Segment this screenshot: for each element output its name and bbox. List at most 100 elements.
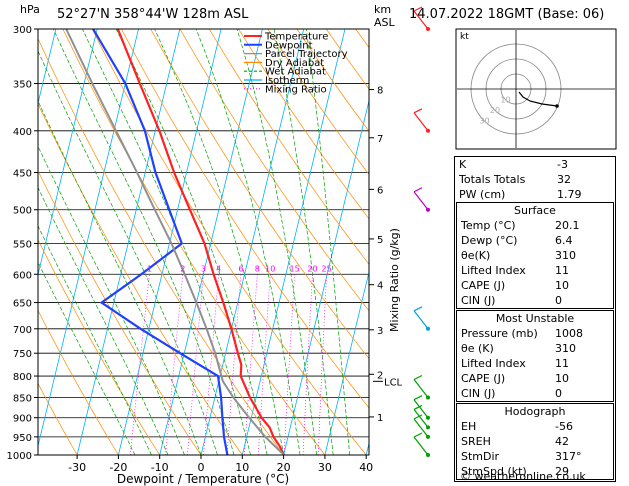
km-unit-label: km ASL bbox=[374, 3, 395, 29]
mu-row: Pressure (mb) 1008 bbox=[457, 326, 613, 341]
mu-value: 11 bbox=[555, 357, 569, 370]
wind-barb bbox=[413, 10, 429, 30]
wind-barb bbox=[413, 191, 429, 211]
legend-label: Mixing Ratio bbox=[265, 84, 327, 95]
dry-adiabat-line bbox=[267, 29, 369, 176]
pressure-tick-label: 700 bbox=[13, 325, 32, 336]
mixing-ratio-axis-title: Mixing Ratio (g/kg) bbox=[388, 228, 401, 332]
km-tick-label: 4 bbox=[377, 281, 383, 292]
isotherm-line bbox=[38, 29, 57, 105]
mixing-ratio-label: 3 bbox=[201, 264, 206, 273]
hodo-value: 29 bbox=[555, 465, 569, 478]
surface-row: Dewp (°C) 6.4 bbox=[457, 233, 613, 248]
index-row: K -3 bbox=[455, 157, 615, 172]
pressure-tick-label: 750 bbox=[13, 349, 32, 360]
series-line-dewpoint bbox=[92, 29, 229, 455]
mixing-ratio-line bbox=[317, 274, 327, 455]
hodograph-title: Hodograph bbox=[504, 405, 566, 418]
hodograph-ring-label: 30 bbox=[479, 117, 489, 126]
surface-value: 0 bbox=[555, 294, 562, 307]
surface-label: Lifted Index bbox=[461, 264, 526, 277]
dry-adiabat-line bbox=[179, 29, 369, 312]
dry-adiabat-line bbox=[121, 29, 369, 409]
surface-section: Surface Temp (°C) 20.1 Dewp (°C) 6.4 θe(K)… bbox=[456, 202, 614, 309]
mixing-ratio-line bbox=[129, 274, 150, 455]
legend-label: Dry Adiabat bbox=[265, 58, 324, 69]
hodograph-unit-label: kt bbox=[460, 32, 469, 42]
surface-label: CAPE (J) bbox=[461, 279, 506, 292]
hodo-value: -56 bbox=[555, 420, 573, 433]
wind-barb-dot bbox=[426, 326, 430, 331]
mu-label: θe (K) bbox=[461, 342, 494, 355]
mixing-ratio-label: 2 bbox=[180, 264, 185, 273]
pressure-tick-label: 850 bbox=[13, 393, 32, 404]
temp-tick-label: 40 bbox=[359, 461, 373, 474]
mixing-ratio-line bbox=[302, 274, 313, 455]
series-line-temperature bbox=[116, 29, 285, 455]
wet-adiabat-line bbox=[38, 225, 152, 455]
mixing-ratio-label: 4 bbox=[216, 264, 221, 273]
mu-row: CIN (J) 0 bbox=[457, 386, 613, 401]
km-tick-label: 1 bbox=[377, 413, 383, 424]
isotherm-line bbox=[38, 29, 139, 448]
dry-adiabat-line bbox=[208, 29, 369, 265]
isotherm-line bbox=[324, 270, 369, 455]
mixing-ratio-label: 15 bbox=[290, 264, 300, 273]
mu-row: Lifted Index 11 bbox=[457, 356, 613, 371]
surface-label: Dewp (°C) bbox=[461, 234, 518, 247]
mixing-ratio-line bbox=[226, 274, 242, 455]
wind-barb-flag bbox=[413, 404, 423, 410]
surface-row: θe(K) 310 bbox=[457, 248, 613, 263]
mu-label: Pressure (mb) bbox=[461, 327, 538, 340]
surface-row: Temp (°C) 20.1 bbox=[457, 218, 613, 233]
wind-barb bbox=[413, 379, 429, 398]
km-tick-label: 7 bbox=[377, 134, 383, 145]
mixing-ratio-line bbox=[165, 274, 184, 455]
km-tick-label: 2 bbox=[377, 370, 383, 381]
mixing-ratio-line bbox=[283, 274, 295, 455]
wet-adiabat-line bbox=[305, 29, 351, 455]
credit-text[interactable]: © weatheronline.co.uk bbox=[460, 470, 586, 483]
mixing-ratio-label: 1 bbox=[147, 264, 152, 273]
pressure-tick-label: 600 bbox=[13, 270, 32, 281]
wind-barb-flag bbox=[413, 6, 423, 12]
mu-value: 10 bbox=[555, 372, 569, 385]
temp-tick-label: 10 bbox=[235, 461, 249, 474]
km-tick-label: 5 bbox=[377, 235, 383, 246]
temp-tick-label: 0 bbox=[198, 461, 205, 474]
hodo-label: EH bbox=[461, 420, 477, 433]
wind-barb-flag bbox=[413, 374, 423, 381]
wet-adiabat-line bbox=[273, 29, 334, 455]
surface-value: 11 bbox=[555, 264, 569, 277]
index-value: 1.79 bbox=[557, 188, 582, 201]
wind-barb-dot bbox=[426, 395, 430, 400]
mu-row: θe (K) 310 bbox=[457, 341, 613, 356]
wet-adiabat-line bbox=[82, 29, 251, 455]
legend-label: Dewpoint bbox=[265, 40, 313, 51]
km-label: km bbox=[374, 3, 392, 16]
wet-adiabat-line bbox=[38, 186, 169, 455]
hodograph-ring-label: 20 bbox=[490, 106, 500, 115]
index-label: K bbox=[459, 158, 467, 171]
temp-tick-label: -10 bbox=[151, 461, 169, 474]
hodograph-point bbox=[555, 104, 559, 108]
hodograph-ring-label: 10 bbox=[500, 96, 510, 105]
isotherm-line bbox=[283, 99, 369, 455]
wet-adiabat-line bbox=[38, 50, 218, 455]
wet-adiabat-line bbox=[38, 261, 136, 455]
pressure-tick-label: 800 bbox=[13, 372, 32, 383]
wind-barb-flag bbox=[413, 187, 423, 193]
wind-barb-flag bbox=[413, 395, 423, 401]
dry-adiabat-line bbox=[238, 29, 369, 220]
temp-tick-label: 20 bbox=[277, 461, 291, 474]
surface-value: 10 bbox=[555, 279, 569, 292]
temp-tick-label: -20 bbox=[109, 461, 127, 474]
pressure-tick-label: 1000 bbox=[7, 451, 32, 462]
pressure-tick-label: 500 bbox=[13, 206, 32, 217]
dry-adiabat-line bbox=[150, 29, 369, 360]
wet-adiabat-line bbox=[195, 29, 301, 455]
wind-barb bbox=[413, 418, 429, 438]
wind-barb-dot bbox=[426, 415, 430, 420]
wind-barb-flag bbox=[413, 108, 423, 114]
surface-value: 20.1 bbox=[555, 219, 580, 232]
